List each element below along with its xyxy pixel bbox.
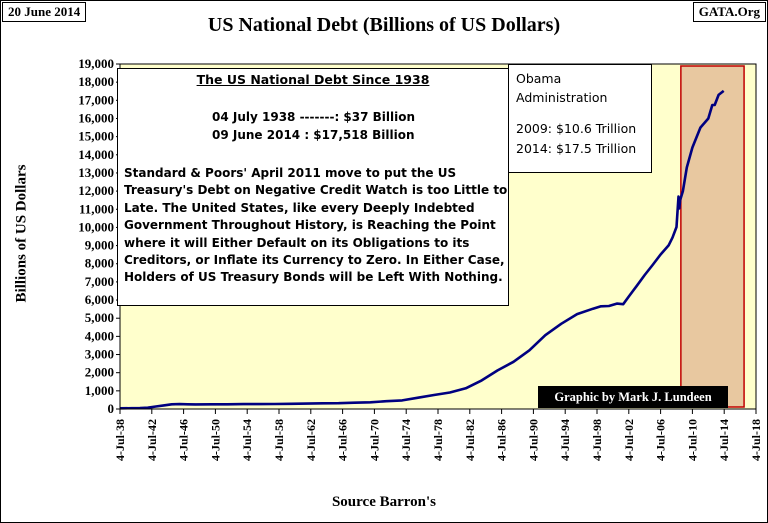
y-tick-label: 17,000 — [78, 92, 114, 107]
y-tick-label: 1,000 — [85, 383, 114, 398]
y-axis-label: Billions of US Dollars — [13, 164, 30, 303]
debt-series-line — [119, 89, 725, 410]
y-tick-label: 12,000 — [78, 183, 114, 198]
y-tick-label: 3,000 — [85, 347, 114, 362]
source-badge: GATA.Org — [692, 2, 766, 22]
x-tick-label: 4-Jul-82 — [463, 419, 477, 461]
x-tick-label: 4-Jul-58 — [272, 419, 286, 461]
date-badge: 20 June 2014 — [2, 2, 87, 22]
info-box-title-text: The US National Debt Since 1938 — [196, 72, 430, 87]
y-tick-label: 16,000 — [78, 110, 114, 125]
x-tick-label: 4-Jul-70 — [367, 419, 381, 461]
y-tick-label: 14,000 — [78, 147, 114, 162]
y-tick-label: 11,000 — [79, 201, 114, 216]
x-tick-label: 4-Jul-18 — [749, 419, 763, 461]
x-tick-label: 4-Jul-10 — [685, 419, 699, 461]
y-tick-label: 13,000 — [78, 165, 114, 180]
info-box-line-1938: 04 July 1938 -------: $37 Billion — [212, 110, 416, 124]
y-tick-label: 8,000 — [85, 256, 114, 271]
obama-line-2014: 2014: $17.5 Trillion — [516, 141, 637, 156]
info-box: The US National Debt Since 1938 04 July … — [117, 68, 509, 306]
y-tick-label: 7,000 — [85, 274, 114, 289]
x-tick-label: 4-Jul-02 — [622, 419, 636, 461]
y-tick-label: 19,000 — [78, 56, 114, 71]
x-tick-label: 4-Jul-78 — [431, 419, 445, 461]
y-tick-label: 2,000 — [85, 365, 114, 380]
y-tick-label: 15,000 — [78, 129, 114, 144]
obama-line-2009: 2009: $10.6 Trillion — [516, 121, 637, 136]
y-tick-label: 10,000 — [78, 219, 114, 234]
y-tick-label: 18,000 — [78, 74, 114, 89]
obama-highlight-band — [680, 65, 745, 408]
x-tick-label: 4-Jul-54 — [240, 419, 254, 461]
y-tick-label: 4,000 — [85, 328, 114, 343]
x-tick-label: 4-Jul-46 — [177, 419, 191, 461]
x-tick-label: 4-Jul-94 — [558, 419, 572, 461]
x-tick-label: 4-Jul-38 — [113, 419, 127, 461]
y-tick-label: 9,000 — [85, 238, 114, 253]
x-tick-label: 4-Jul-66 — [336, 419, 350, 461]
x-tick-label: 4-Jul-14 — [717, 419, 731, 461]
y-tick-label: 0 — [108, 401, 115, 416]
info-box-paragraph: Standard & Poors' April 2011 move to put… — [124, 166, 508, 285]
y-tick-label: 6,000 — [85, 292, 114, 307]
info-box-title: The US National Debt Since 1938 — [118, 71, 508, 88]
x-tick-label: 4-Jul-42 — [145, 419, 159, 461]
obama-line-2: Administration — [516, 90, 608, 105]
credit-label: Graphic by Mark J. Lundeen — [538, 386, 728, 408]
obama-legend-box: Obama Administration 2009: $10.6 Trillio… — [508, 64, 652, 173]
chart-title: US National Debt (Billions of US Dollars… — [207, 14, 561, 36]
x-axis-ticks: 4-Jul-38 4-Jul-42 4-Jul-46 4-Jul-50 4-Jul-54… — [113, 409, 763, 461]
y-axis-ticks: 0 1,000 2,000 3,000 4,000 5,000 6,000 7,000 8,00… — [78, 56, 120, 416]
x-tick-label: 4-Jul-98 — [590, 419, 604, 461]
x-tick-label: 4-Jul-50 — [208, 419, 222, 461]
x-tick-label: 4-Jul-06 — [654, 419, 668, 461]
y-tick-label: 5,000 — [85, 310, 114, 325]
info-box-line-2014: 09 June 2014 : $17,518 Billion — [212, 128, 415, 142]
x-tick-label: 4-Jul-62 — [304, 419, 318, 461]
obama-line-1: Obama — [516, 71, 562, 86]
x-tick-label: 4-Jul-86 — [495, 419, 509, 461]
x-tick-label: 4-Jul-74 — [399, 419, 413, 461]
x-tick-label: 4-Jul-90 — [526, 419, 540, 461]
x-axis-label: Source Barron's — [331, 494, 437, 510]
